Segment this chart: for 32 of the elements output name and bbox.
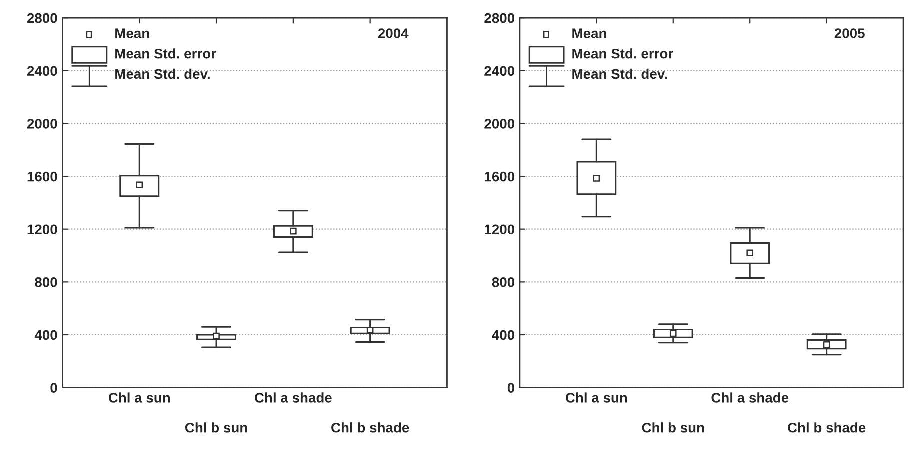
x-tick-label: Chl b sun: [642, 422, 704, 433]
x-tick-label: Chl a shade: [255, 392, 332, 403]
y-tick-label: 2400: [484, 66, 515, 76]
y-tick-label: 0: [50, 383, 58, 393]
x-tick-label: Chl a shade: [712, 392, 789, 403]
x-tick-label: Chl a sun: [108, 392, 170, 403]
y-tick-label: 400: [34, 330, 58, 340]
annotation: Mean Std. dev.: [572, 68, 667, 80]
annotation: Mean Std. error: [572, 48, 674, 59]
y-tick-label: 800: [492, 278, 515, 288]
annotation: 2005: [834, 28, 865, 38]
y-tick-label: 1200: [28, 224, 58, 235]
annotation: Mean Std. error: [116, 48, 216, 59]
x-tick-label: Chl b shade: [332, 422, 410, 433]
x-tick-label: Chl a sun: [566, 392, 628, 403]
y-tick-label: 2800: [27, 13, 58, 24]
y-tick-label: 800: [35, 278, 58, 288]
annotation: Mean Std. dev.: [116, 68, 210, 80]
x-tick-label: Chl b shade: [788, 422, 866, 433]
y-tick-label: 2400: [27, 66, 58, 76]
y-tick-label: 1200: [485, 224, 515, 235]
x-tick-label: Chl b sun: [185, 422, 248, 433]
y-tick-label: 0: [508, 383, 515, 393]
annotation: Mean: [572, 28, 606, 38]
y-tick-label: 2000: [27, 119, 58, 129]
y-tick-label: 1600: [28, 172, 58, 182]
y-tick-label: 2000: [484, 119, 515, 129]
y-tick-label: 400: [492, 330, 515, 340]
annotation: 2004: [378, 28, 409, 38]
annotation: Mean: [116, 28, 150, 38]
y-tick-label: 1600: [485, 172, 515, 182]
y-tick-label: 2800: [484, 13, 515, 24]
